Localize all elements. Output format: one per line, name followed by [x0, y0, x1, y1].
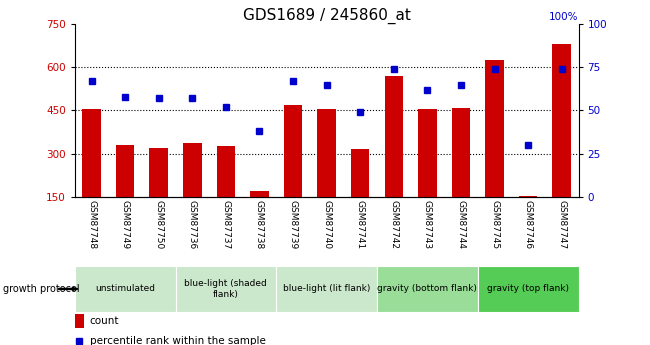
Bar: [75, 266, 176, 312]
Text: GSM87742: GSM87742: [389, 200, 398, 249]
Bar: [385, 76, 403, 197]
Text: gravity (top flank): gravity (top flank): [487, 284, 569, 294]
Text: blue-light (shaded
flank): blue-light (shaded flank): [185, 279, 267, 299]
Bar: [83, 109, 101, 197]
Text: growth protocol: growth protocol: [3, 284, 80, 294]
Text: GSM87739: GSM87739: [289, 200, 298, 249]
Bar: [418, 109, 437, 197]
Text: GSM87737: GSM87737: [222, 200, 230, 249]
Text: percentile rank within the sample: percentile rank within the sample: [90, 336, 266, 345]
Text: GSM87744: GSM87744: [456, 200, 465, 249]
Bar: [552, 44, 571, 197]
Bar: [452, 108, 470, 197]
Text: GSM87750: GSM87750: [154, 200, 163, 249]
Bar: [478, 266, 578, 312]
Text: GSM87746: GSM87746: [524, 200, 532, 249]
Text: blue-light (lit flank): blue-light (lit flank): [283, 284, 370, 294]
Bar: [519, 196, 538, 197]
Bar: [317, 109, 336, 197]
Text: GSM87741: GSM87741: [356, 200, 365, 249]
Text: 100%: 100%: [549, 12, 578, 22]
Bar: [377, 266, 478, 312]
Text: GSM87743: GSM87743: [423, 200, 432, 249]
Bar: [116, 145, 135, 197]
Text: GSM87738: GSM87738: [255, 200, 264, 249]
Text: GSM87749: GSM87749: [121, 200, 129, 249]
Bar: [216, 146, 235, 197]
Bar: [176, 266, 276, 312]
Bar: [284, 105, 302, 197]
Text: GSM87740: GSM87740: [322, 200, 331, 249]
Bar: [276, 266, 377, 312]
Text: unstimulated: unstimulated: [95, 284, 155, 294]
Bar: [351, 149, 369, 197]
Bar: [183, 144, 202, 197]
Bar: [250, 191, 268, 197]
Text: GSM87748: GSM87748: [87, 200, 96, 249]
Bar: [486, 60, 504, 197]
Text: gravity (bottom flank): gravity (bottom flank): [378, 284, 477, 294]
Text: count: count: [90, 316, 120, 326]
Bar: [150, 148, 168, 197]
Text: GSM87745: GSM87745: [490, 200, 499, 249]
Bar: [75, 314, 84, 328]
Text: GSM87736: GSM87736: [188, 200, 197, 249]
Text: GSM87747: GSM87747: [557, 200, 566, 249]
Title: GDS1689 / 245860_at: GDS1689 / 245860_at: [242, 8, 411, 24]
